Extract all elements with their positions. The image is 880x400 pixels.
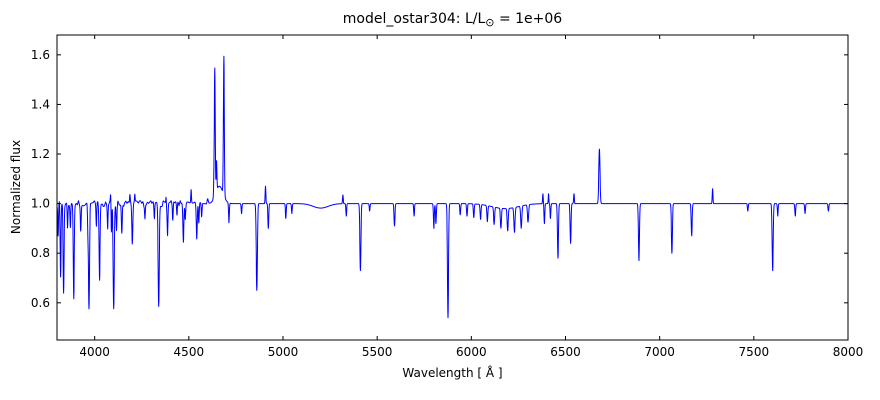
sun-symbol: ⊙ [485,16,495,29]
axes-frame [56,34,849,341]
x-tick-label: 5500 [362,345,393,359]
x-axis-label: Wavelength [ Å ] [402,366,503,380]
x-tick-label: 4000 [79,345,110,359]
y-tick-label: 1.0 [31,197,50,211]
chart-title-prefix: model_ostar304: L/L [342,11,486,27]
spectrum-line [56,55,849,319]
x-tick-label: 6500 [550,345,581,359]
y-tick-label: 0.6 [31,296,50,310]
chart-title: model_ostar304: L/L⊙ = 1e+06 [57,11,848,29]
y-tick-label: 1.6 [31,48,50,62]
y-tick-label: 1.2 [31,147,50,161]
y-axis-label: Normalized flux [9,139,23,235]
chart-title-suffix: = 1e+06 [494,11,563,27]
x-tick-label: 7000 [644,345,675,359]
x-tick-label: 4500 [174,345,205,359]
x-tick-label: 5000 [268,345,299,359]
x-tick-label: 8000 [833,345,864,359]
x-tick-label: 7500 [739,345,770,359]
x-tick-label: 6000 [456,345,487,359]
y-tick-label: 1.4 [31,97,50,111]
y-tick-label: 0.8 [31,246,50,260]
